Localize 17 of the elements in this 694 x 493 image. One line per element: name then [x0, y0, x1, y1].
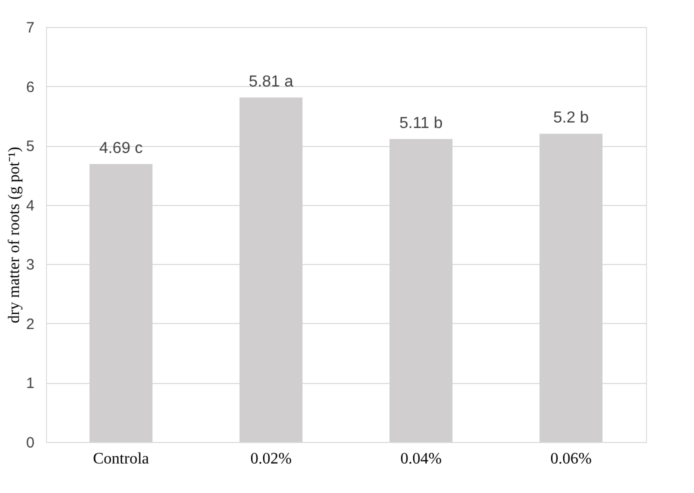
data-label: 5.81 a — [248, 74, 294, 91]
y-tick-label: 7 — [26, 20, 34, 36]
x-tick-label: Controla — [93, 450, 149, 468]
y-tick-label: 4 — [26, 197, 34, 214]
y-tick-label: 6 — [26, 78, 34, 96]
y-tick-label: 1 — [26, 375, 34, 392]
y-tick-label: 5 — [26, 138, 34, 156]
y-tick-label: 2 — [26, 316, 34, 333]
x-tick-label: 0.02% — [250, 450, 292, 468]
y-axis-title: dry matter of roots (g pot⁻¹) — [6, 146, 24, 324]
data-label: 4.69 c — [99, 140, 143, 157]
y-tick-label: 3 — [26, 256, 34, 274]
x-tick-label: 0.06% — [550, 450, 592, 468]
data-label: 5.2 b — [553, 110, 589, 127]
y-tick-label: 0 — [26, 434, 34, 452]
data-label: 5.11 b — [399, 115, 443, 132]
x-tick-label: 0.04% — [400, 450, 442, 468]
